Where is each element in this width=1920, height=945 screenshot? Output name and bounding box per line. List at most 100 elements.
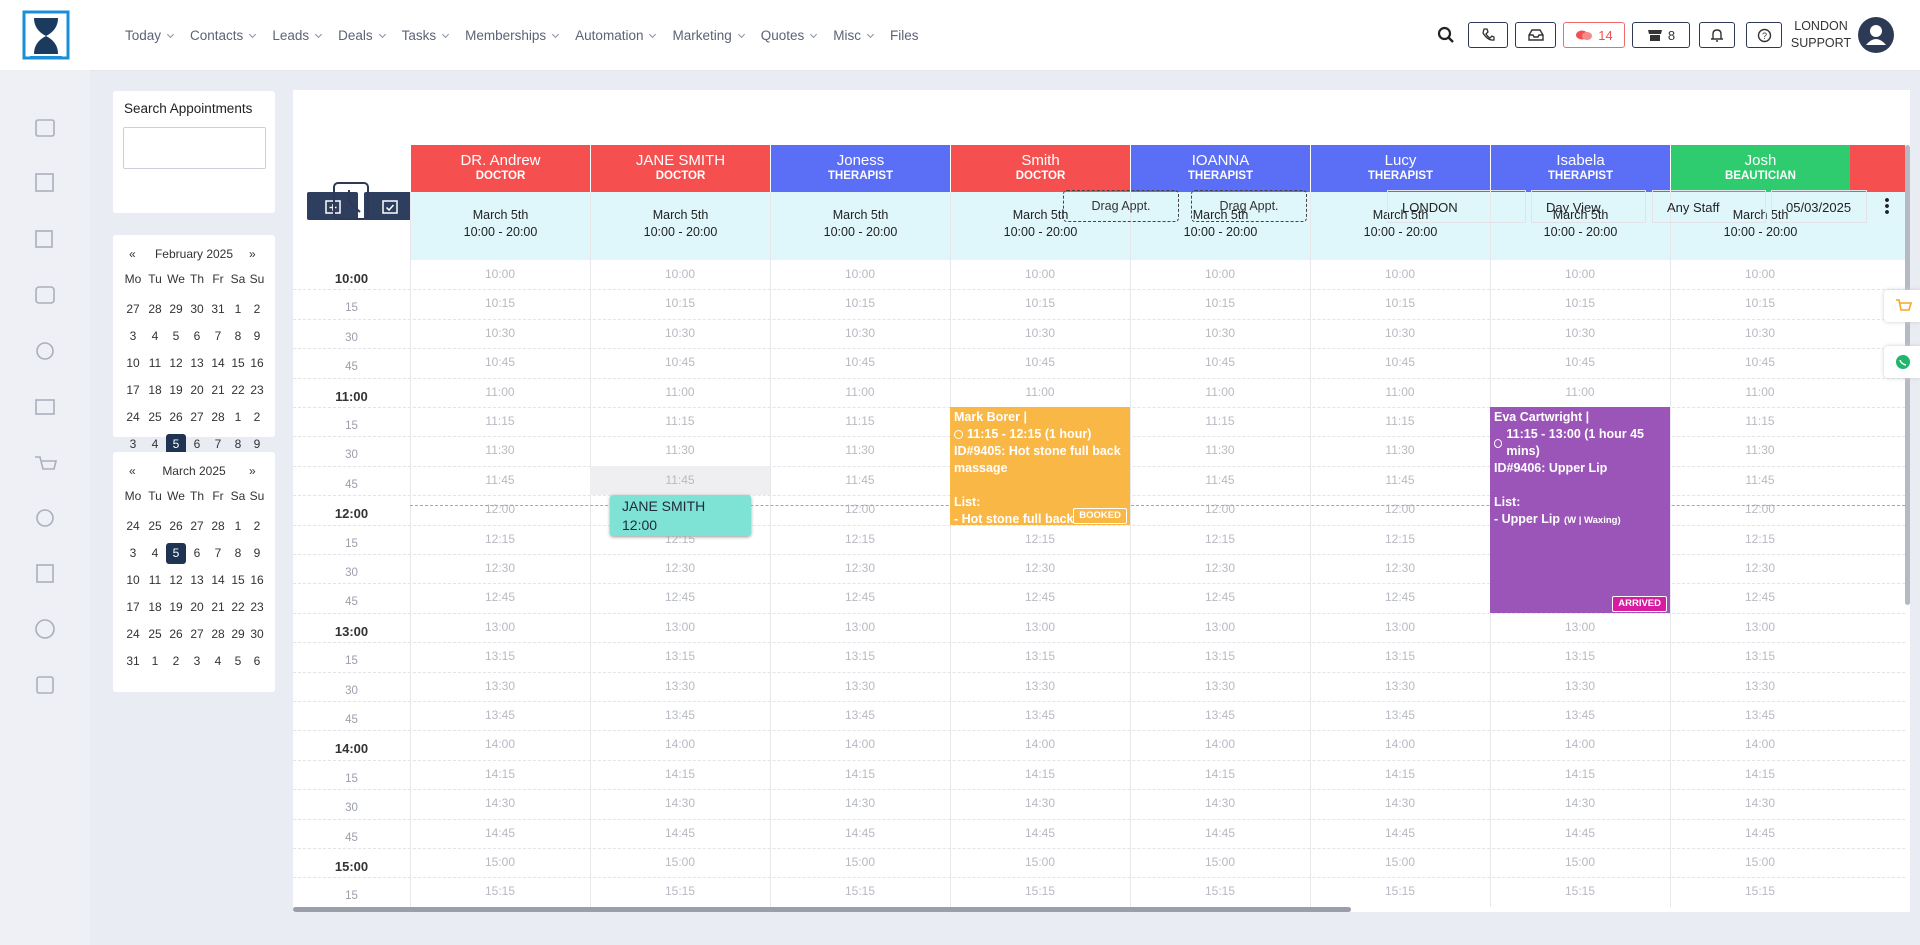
day[interactable]: 3 — [193, 654, 201, 668]
whatsapp-tab[interactable] — [1884, 346, 1920, 378]
prev-month[interactable]: « — [129, 464, 136, 478]
day[interactable]: 25 — [148, 627, 162, 641]
day[interactable]: 20 — [190, 600, 204, 614]
day[interactable]: 13 — [190, 356, 204, 370]
day[interactable]: 14 — [211, 573, 225, 587]
prev-month[interactable]: « — [129, 247, 136, 261]
nav-item[interactable]: Tasks — [402, 28, 449, 43]
day[interactable]: 16 — [250, 573, 264, 587]
cart-tab[interactable] — [1884, 290, 1920, 322]
next-month[interactable]: » — [249, 247, 256, 261]
day[interactable]: 27 — [126, 302, 140, 316]
day[interactable]: 5 — [166, 434, 186, 455]
day[interactable]: 28 — [148, 302, 162, 316]
nav-item[interactable]: Deals — [338, 28, 385, 43]
day[interactable]: 8 — [234, 546, 242, 560]
day[interactable]: 4 — [151, 546, 159, 560]
nav-item[interactable]: Files — [890, 27, 919, 43]
day[interactable]: 27 — [190, 410, 204, 424]
day[interactable]: 2 — [253, 302, 261, 316]
filter-select[interactable]: LONDON — [1387, 190, 1526, 223]
day[interactable]: 9 — [253, 546, 261, 560]
phone-button[interactable] — [1468, 22, 1508, 48]
day[interactable]: 4 — [151, 329, 159, 343]
day[interactable]: 6 — [253, 654, 261, 668]
day[interactable]: 5 — [166, 543, 186, 564]
day[interactable]: 26 — [169, 519, 183, 533]
day[interactable]: 11 — [148, 573, 162, 587]
appointment[interactable]: Mark Borer | 11:15 - 12:15 (1 hour) ID#940… — [950, 407, 1130, 525]
drag-ghost[interactable]: JANE SMITH 12:00 — [610, 495, 751, 537]
day[interactable]: 24 — [126, 519, 140, 533]
day[interactable]: 12 — [169, 356, 183, 370]
day[interactable]: 15 — [231, 356, 245, 370]
day[interactable]: 30 — [190, 302, 204, 316]
drag-button[interactable]: Drag Appt. — [1063, 190, 1179, 222]
chat-button[interactable]: 14 — [1563, 22, 1625, 48]
day[interactable]: 26 — [169, 410, 183, 424]
day[interactable]: 1 — [234, 302, 242, 316]
checkin-button[interactable] — [364, 192, 415, 220]
nav-item[interactable]: Leads — [272, 28, 321, 43]
day[interactable]: 5 — [172, 329, 180, 343]
day[interactable]: 19 — [169, 383, 183, 397]
nav-item[interactable]: Misc — [833, 28, 873, 43]
bell-button[interactable] — [1699, 22, 1735, 48]
search-icon[interactable] — [1437, 26, 1455, 44]
help-button[interactable]: ? — [1746, 22, 1782, 48]
nav-item[interactable]: Marketing — [672, 28, 743, 43]
logo[interactable] — [22, 10, 70, 62]
filter-select[interactable]: 05/03/2025 — [1771, 190, 1867, 223]
day[interactable]: 29 — [169, 302, 183, 316]
day[interactable]: 28 — [211, 410, 225, 424]
next-month[interactable]: » — [249, 464, 256, 478]
day[interactable]: 23 — [250, 383, 264, 397]
drag-button[interactable]: Drag Appt. — [1191, 190, 1307, 222]
day[interactable]: 23 — [250, 600, 264, 614]
day[interactable]: 8 — [234, 329, 242, 343]
nav-item[interactable]: Contacts — [190, 28, 255, 43]
filter-select[interactable]: Any Staff — [1652, 190, 1766, 223]
day[interactable]: 17 — [126, 383, 140, 397]
day[interactable]: 2 — [253, 410, 261, 424]
day[interactable]: 10 — [126, 573, 140, 587]
day[interactable]: 27 — [190, 519, 204, 533]
avatar[interactable] — [1858, 17, 1894, 53]
day[interactable]: 18 — [148, 600, 162, 614]
appointment[interactable]: Eva Cartwright | 11:15 - 13:00 (1 hour 45… — [1490, 407, 1670, 613]
day[interactable]: 11 — [148, 356, 162, 370]
day[interactable]: 5 — [234, 654, 242, 668]
day[interactable]: 21 — [211, 600, 225, 614]
day[interactable]: 28 — [211, 627, 225, 641]
day[interactable]: 1 — [234, 410, 242, 424]
day[interactable]: 22 — [231, 600, 245, 614]
day[interactable]: 6 — [193, 437, 201, 451]
day[interactable]: 1 — [234, 519, 242, 533]
filter-select[interactable]: Day View — [1531, 190, 1646, 223]
day[interactable]: 25 — [148, 410, 162, 424]
inbox-button[interactable] — [1515, 22, 1556, 48]
day[interactable]: 6 — [193, 329, 201, 343]
day[interactable]: 16 — [250, 356, 264, 370]
day[interactable]: 27 — [190, 627, 204, 641]
day[interactable]: 12 — [169, 573, 183, 587]
day[interactable]: 2 — [253, 519, 261, 533]
day[interactable]: 31 — [126, 654, 140, 668]
day[interactable]: 4 — [151, 437, 159, 451]
day[interactable]: 19 — [169, 600, 183, 614]
day[interactable]: 7 — [214, 437, 222, 451]
day[interactable]: 24 — [126, 627, 140, 641]
day[interactable]: 9 — [253, 437, 261, 451]
day[interactable]: 6 — [193, 546, 201, 560]
day[interactable]: 26 — [169, 627, 183, 641]
day[interactable]: 29 — [231, 627, 245, 641]
day[interactable]: 7 — [214, 546, 222, 560]
day[interactable]: 31 — [211, 302, 225, 316]
nav-item[interactable]: Memberships — [465, 28, 558, 43]
day[interactable]: 24 — [126, 410, 140, 424]
day[interactable]: 14 — [211, 356, 225, 370]
search-input[interactable] — [123, 127, 266, 169]
nav-item[interactable]: Automation — [575, 28, 655, 43]
day[interactable]: 1 — [151, 654, 159, 668]
day[interactable]: 22 — [231, 383, 245, 397]
